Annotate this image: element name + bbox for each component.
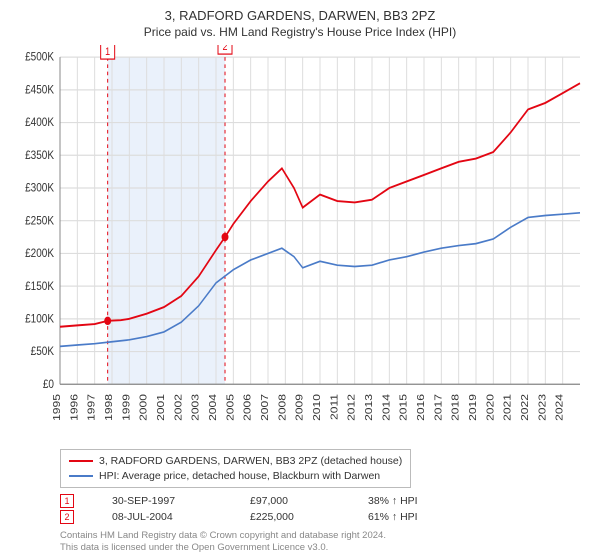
svg-text:2014: 2014 <box>381 394 392 421</box>
chart-plot-area: £0 £50K £100K £150K £200K £250K £300K £350K £400… <box>10 45 590 445</box>
svg-text:£500K: £500K <box>25 51 54 64</box>
marker-row: 2 08-JUL-2004 £225,000 61% ↑ HPI <box>60 510 590 524</box>
svg-text:2024: 2024 <box>555 394 566 421</box>
legend-label: 3, RADFORD GARDENS, DARWEN, BB3 2PZ (det… <box>99 454 402 469</box>
svg-text:1998: 1998 <box>104 394 115 421</box>
svg-text:1: 1 <box>105 46 110 58</box>
marker-date: 08-JUL-2004 <box>112 511 212 523</box>
chart-subtitle: Price paid vs. HM Land Registry's House … <box>10 25 590 39</box>
svg-text:2005: 2005 <box>225 394 236 421</box>
svg-text:2006: 2006 <box>243 394 254 421</box>
svg-text:1997: 1997 <box>87 394 98 421</box>
svg-text:2008: 2008 <box>277 394 288 421</box>
svg-text:2011: 2011 <box>329 394 340 420</box>
svg-text:2023: 2023 <box>537 394 548 421</box>
svg-text:2017: 2017 <box>433 394 444 421</box>
svg-text:1995: 1995 <box>52 394 63 421</box>
marker-price: £225,000 <box>250 511 330 523</box>
legend-swatch <box>69 475 93 477</box>
svg-text:£200K: £200K <box>25 247 54 260</box>
marker-price: £97,000 <box>250 495 330 507</box>
legend-item: 3, RADFORD GARDENS, DARWEN, BB3 2PZ (det… <box>69 454 402 469</box>
svg-text:£50K: £50K <box>31 345 55 358</box>
marker-table: 1 30-SEP-1997 £97,000 38% ↑ HPI 2 08-JUL-2004… <box>60 494 590 526</box>
svg-text:2002: 2002 <box>173 394 184 421</box>
svg-text:2003: 2003 <box>191 394 202 421</box>
chart-container: 3, RADFORD GARDENS, DARWEN, BB3 2PZ Pric… <box>0 0 600 560</box>
footer-attribution: Contains HM Land Registry data © Crown c… <box>60 530 590 554</box>
svg-text:2000: 2000 <box>139 394 150 421</box>
legend-item: HPI: Average price, detached house, Blac… <box>69 469 402 484</box>
svg-text:2004: 2004 <box>208 394 219 421</box>
svg-text:£100K: £100K <box>25 313 54 326</box>
svg-text:2001: 2001 <box>156 394 167 421</box>
svg-text:2012: 2012 <box>347 394 358 421</box>
svg-text:£250K: £250K <box>25 215 54 228</box>
marker-row: 1 30-SEP-1997 £97,000 38% ↑ HPI <box>60 494 590 508</box>
legend: 3, RADFORD GARDENS, DARWEN, BB3 2PZ (det… <box>60 449 411 488</box>
svg-text:£150K: £150K <box>25 280 54 293</box>
chart-title: 3, RADFORD GARDENS, DARWEN, BB3 2PZ <box>10 8 590 23</box>
svg-text:2019: 2019 <box>468 394 479 421</box>
chart-svg: £0 £50K £100K £150K £200K £250K £300K £350K £400… <box>10 45 590 445</box>
svg-text:2: 2 <box>223 45 228 53</box>
svg-text:1999: 1999 <box>121 394 132 421</box>
svg-text:£400K: £400K <box>25 116 54 129</box>
svg-text:£350K: £350K <box>25 149 54 162</box>
svg-text:2007: 2007 <box>260 394 271 421</box>
svg-text:2022: 2022 <box>520 394 531 421</box>
svg-text:2021: 2021 <box>503 394 514 421</box>
footer-line: This data is licensed under the Open Gov… <box>60 542 590 554</box>
marker-badge: 1 <box>60 494 74 508</box>
marker-pct: 61% ↑ HPI <box>368 511 418 523</box>
svg-text:£0: £0 <box>43 378 54 391</box>
marker-date: 30-SEP-1997 <box>112 495 212 507</box>
svg-text:1996: 1996 <box>69 394 80 421</box>
legend-swatch <box>69 460 93 462</box>
svg-text:£450K: £450K <box>25 84 54 97</box>
marker-pct: 38% ↑ HPI <box>368 495 418 507</box>
legend-label: HPI: Average price, detached house, Blac… <box>99 469 380 484</box>
footer-line: Contains HM Land Registry data © Crown c… <box>60 530 590 542</box>
svg-text:2013: 2013 <box>364 394 375 421</box>
svg-text:2009: 2009 <box>295 394 306 421</box>
svg-text:2016: 2016 <box>416 394 427 421</box>
svg-text:2015: 2015 <box>399 394 410 421</box>
svg-text:2010: 2010 <box>312 394 323 421</box>
marker-badge: 2 <box>60 510 74 524</box>
svg-text:2018: 2018 <box>451 394 462 421</box>
svg-text:£300K: £300K <box>25 182 54 195</box>
svg-text:2020: 2020 <box>485 394 496 421</box>
